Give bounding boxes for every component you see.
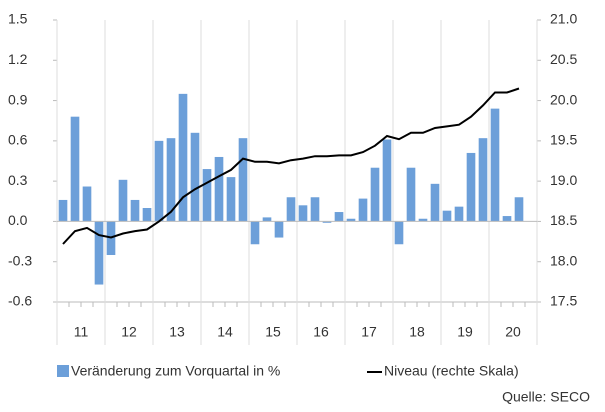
y-tick-label: 0.9 (8, 91, 28, 107)
y-tick-label: 0.0 (8, 212, 28, 228)
bar (94, 221, 104, 285)
bar (382, 139, 392, 222)
y2-tick-label: 20.5 (550, 51, 577, 67)
x-tick-label: 17 (361, 324, 377, 340)
bar (250, 221, 260, 245)
x-tick-label: 12 (121, 324, 137, 340)
bar (262, 217, 272, 222)
bar (238, 138, 248, 222)
y2-tick-label: 17.5 (550, 293, 577, 309)
y2-tick-label: 20.0 (550, 91, 577, 107)
bar (346, 218, 356, 222)
bar (358, 198, 368, 222)
bar (334, 212, 344, 222)
bar (310, 197, 320, 222)
bar (406, 167, 416, 222)
bar (442, 210, 452, 222)
x-tick-label: 19 (457, 324, 473, 340)
x-tick-label: 16 (313, 324, 329, 340)
bar (142, 208, 152, 222)
x-tick-label: 11 (74, 324, 89, 340)
bar (454, 206, 464, 222)
bar (130, 199, 140, 222)
bar (286, 197, 296, 222)
bar (190, 132, 200, 222)
x-tick-label: 13 (169, 324, 185, 340)
y-tick-label: -0.6 (8, 293, 32, 309)
x-tick-label: 18 (409, 324, 425, 340)
bar (322, 221, 332, 223)
x-tick-label: 15 (265, 324, 281, 340)
bar (418, 218, 428, 222)
y-tick-label: 0.3 (8, 172, 28, 188)
x-tick-label: 14 (217, 324, 233, 340)
bar (154, 140, 164, 222)
y-tick-label: -0.3 (8, 252, 32, 268)
y-tick-label: 1.2 (8, 51, 28, 67)
legend-label: Veränderung zum Vorquartal in % (71, 363, 280, 379)
y-tick-label: 1.5 (8, 11, 28, 27)
legend-swatch (57, 365, 69, 377)
bar (202, 169, 212, 222)
line (62, 87, 520, 245)
bar (214, 156, 224, 222)
bar (370, 167, 380, 222)
bar (490, 108, 500, 222)
bar (58, 199, 68, 222)
bar (466, 152, 476, 222)
source-note: Quelle: SECO (502, 389, 590, 405)
bar (478, 138, 488, 222)
bar (166, 138, 176, 222)
legend-label: Niveau (rechte Skala) (384, 363, 519, 379)
bar (430, 183, 440, 222)
y2-tick-label: 19.0 (550, 172, 577, 188)
y2-tick-label: 19.5 (550, 132, 577, 148)
bar (70, 116, 80, 222)
y2-tick-label: 21.0 (550, 11, 577, 27)
y2-tick-label: 18.5 (550, 212, 577, 228)
bar (274, 221, 284, 238)
bar (178, 93, 188, 222)
bar (82, 186, 92, 222)
bar (118, 179, 128, 222)
x-tick-label: 20 (505, 324, 521, 340)
y-tick-label: 0.6 (8, 132, 28, 148)
bar (298, 205, 308, 222)
bar (394, 221, 404, 245)
bar (502, 216, 512, 222)
bar (226, 177, 236, 222)
y2-tick-label: 18.0 (550, 252, 577, 268)
bar (514, 197, 524, 222)
